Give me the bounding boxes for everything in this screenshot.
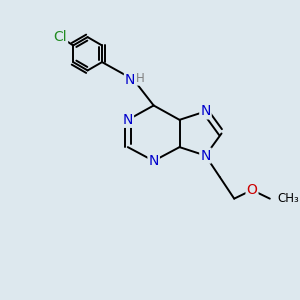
Text: H: H — [136, 72, 145, 85]
Text: Cl: Cl — [53, 30, 67, 44]
Text: N: N — [125, 73, 135, 87]
Text: N: N — [123, 113, 133, 127]
Text: N: N — [148, 154, 159, 168]
Text: CH₃: CH₃ — [277, 192, 299, 205]
Text: N: N — [200, 148, 211, 163]
Text: N: N — [200, 104, 211, 118]
Text: O: O — [247, 183, 257, 197]
